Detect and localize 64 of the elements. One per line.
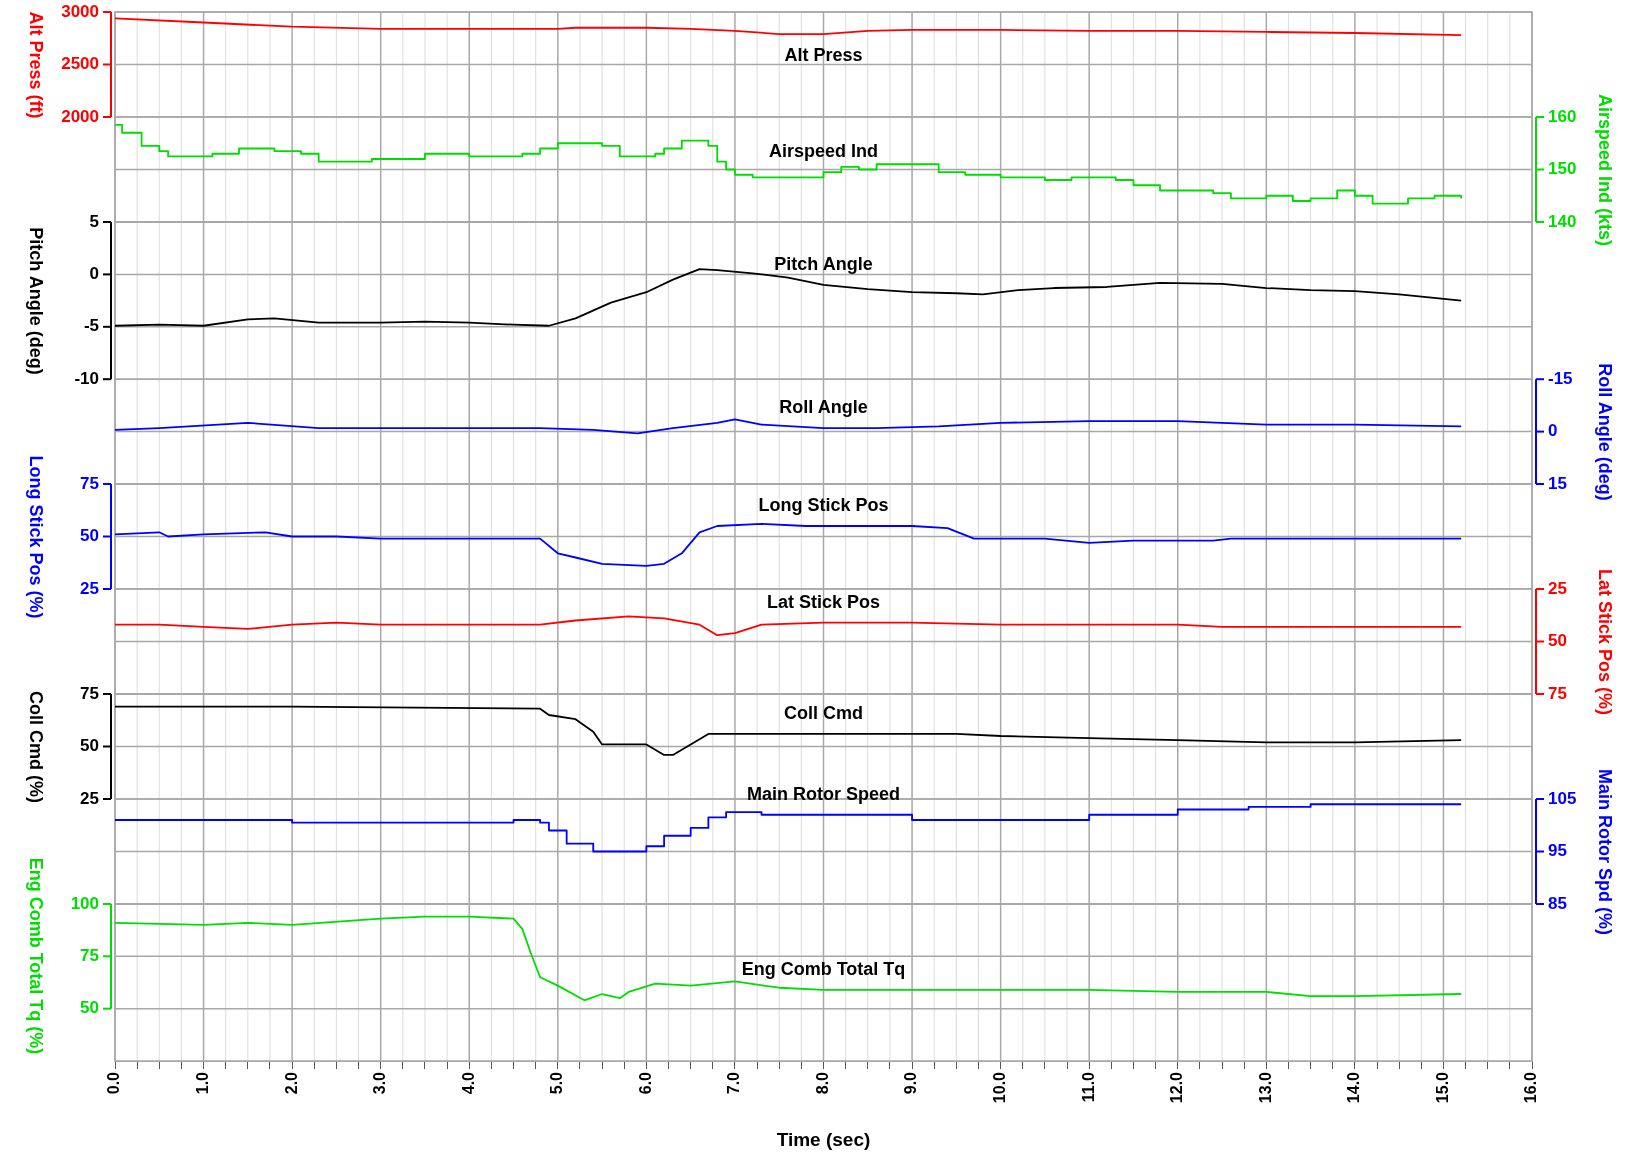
y2-tick-label: 75 xyxy=(1548,683,1567,703)
y2-tick-label: 0 xyxy=(1548,421,1558,441)
y-axis-title: Alt Press (ft) xyxy=(24,10,46,119)
y-tick-label: -10 xyxy=(74,368,99,388)
x-tick-label: 10.0 xyxy=(991,1071,1009,1104)
y-tick-label: 25 xyxy=(80,788,99,808)
y-tick-label: 5 xyxy=(89,211,99,231)
y-tick-label: 75 xyxy=(80,473,99,493)
y-axis-title: Pitch Angle (deg) xyxy=(24,226,46,375)
y2-tick-label: -15 xyxy=(1548,368,1573,388)
y2-tick-label: 50 xyxy=(1548,631,1567,651)
x-tick-label: 7.0 xyxy=(725,1071,743,1095)
series-label: Eng Comb Total Tq xyxy=(741,958,906,979)
x-tick-label: 9.0 xyxy=(902,1071,920,1095)
y-axis-title: Eng Comb Total Tq (%) xyxy=(24,858,46,1055)
y2-tick-label: 140 xyxy=(1548,211,1577,231)
series-label: Alt Press xyxy=(784,45,863,66)
series-label: Roll Angle xyxy=(779,397,868,418)
x-tick-label: 3.0 xyxy=(371,1071,389,1095)
y2-axis-title: Lat Stick Pos (%) xyxy=(1593,568,1615,715)
x-tick-label: 11.0 xyxy=(1079,1071,1097,1103)
series-label: Long Stick Pos xyxy=(758,494,889,515)
y-tick-label: 100 xyxy=(70,893,99,913)
y-axis-title: Long Stick Pos (%) xyxy=(24,454,46,619)
y-tick-label: 2500 xyxy=(61,54,99,74)
x-tick-label: 16.0 xyxy=(1522,1071,1540,1104)
y2-axis-title: Main Rotor Spd (%) xyxy=(1593,768,1615,935)
x-axis-title: Time (sec) xyxy=(776,1128,871,1150)
y-tick-label: 25 xyxy=(80,578,99,598)
y-axis-title: Coll Cmd (%) xyxy=(24,690,46,803)
y-tick-label: 75 xyxy=(80,946,99,966)
series-label: Main Rotor Speed xyxy=(746,783,901,804)
x-tick-label: 0.0 xyxy=(105,1071,123,1095)
x-tick-label: 8.0 xyxy=(813,1071,831,1095)
y2-tick-label: 15 xyxy=(1548,473,1567,493)
y2-axis-title: Roll Angle (deg) xyxy=(1593,362,1615,501)
y-tick-label: 2000 xyxy=(61,106,99,126)
series-label: Coll Cmd xyxy=(784,702,863,723)
y2-tick-label: 85 xyxy=(1548,893,1567,913)
series-label: Airspeed Ind xyxy=(768,141,879,162)
y-tick-label: 50 xyxy=(80,526,99,546)
x-tick-label: 5.0 xyxy=(548,1071,566,1095)
x-tick-label: 4.0 xyxy=(459,1071,477,1095)
x-tick-label: 12.0 xyxy=(1168,1071,1186,1104)
y2-tick-label: 95 xyxy=(1548,841,1567,861)
y2-axis-title: Airspeed Ind (kts) xyxy=(1593,93,1615,246)
y-tick-label: 50 xyxy=(80,998,99,1018)
y2-tick-label: 25 xyxy=(1548,578,1567,598)
x-tick-label: 6.0 xyxy=(636,1071,654,1095)
y-tick-label: 0 xyxy=(89,264,99,284)
y-tick-label: 3000 xyxy=(61,1,99,21)
y-tick-label: -5 xyxy=(83,316,99,336)
x-tick-label: 13.0 xyxy=(1256,1071,1274,1104)
x-tick-label: 15.0 xyxy=(1433,1071,1451,1104)
x-tick-label: 14.0 xyxy=(1345,1071,1363,1104)
y2-tick-label: 160 xyxy=(1548,106,1577,126)
y-tick-label: 50 xyxy=(80,736,99,756)
series-label: Pitch Angle xyxy=(774,253,873,274)
series-label: Lat Stick Pos xyxy=(766,591,881,612)
y2-tick-label: 105 xyxy=(1548,788,1577,808)
x-tick-label: 1.0 xyxy=(193,1071,211,1095)
y-tick-label: 75 xyxy=(80,683,99,703)
x-tick-label: 2.0 xyxy=(282,1071,300,1095)
y2-tick-label: 150 xyxy=(1548,159,1577,179)
